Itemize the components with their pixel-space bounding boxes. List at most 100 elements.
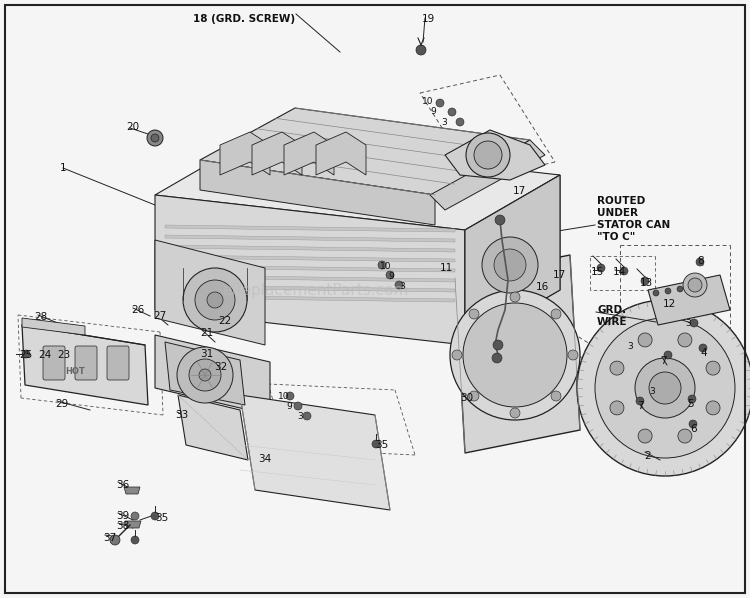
Polygon shape <box>165 245 455 252</box>
Text: 3: 3 <box>399 282 405 291</box>
Polygon shape <box>165 265 455 272</box>
Circle shape <box>436 99 444 107</box>
Text: 10: 10 <box>278 392 290 401</box>
Text: 38: 38 <box>116 521 129 531</box>
Circle shape <box>151 512 159 520</box>
Polygon shape <box>465 175 560 345</box>
Circle shape <box>597 264 605 272</box>
Polygon shape <box>155 140 560 230</box>
Circle shape <box>416 45 426 55</box>
Polygon shape <box>165 295 455 302</box>
Text: 22: 22 <box>218 316 231 326</box>
Circle shape <box>610 401 624 415</box>
Circle shape <box>177 347 233 403</box>
Circle shape <box>577 300 750 476</box>
Text: 9: 9 <box>430 107 436 116</box>
Circle shape <box>699 344 707 352</box>
Polygon shape <box>22 318 85 335</box>
Circle shape <box>469 309 479 319</box>
Text: 3: 3 <box>649 387 655 396</box>
Polygon shape <box>316 132 366 175</box>
Text: 31: 31 <box>200 349 213 359</box>
Circle shape <box>131 512 139 520</box>
Circle shape <box>664 351 672 359</box>
Text: 32: 32 <box>214 362 227 372</box>
Circle shape <box>294 402 302 410</box>
Text: 19: 19 <box>422 14 435 24</box>
Text: 8: 8 <box>697 256 703 266</box>
Circle shape <box>665 288 671 294</box>
Circle shape <box>638 333 652 347</box>
Circle shape <box>378 261 386 269</box>
Circle shape <box>466 133 510 177</box>
Text: 20: 20 <box>126 122 140 132</box>
Circle shape <box>450 290 580 420</box>
Circle shape <box>395 281 403 289</box>
Text: WIRE: WIRE <box>597 317 628 327</box>
Text: 25: 25 <box>19 350 32 360</box>
Circle shape <box>595 318 735 458</box>
Text: "TO C": "TO C" <box>597 232 635 242</box>
Circle shape <box>678 429 692 443</box>
Text: UNDER: UNDER <box>597 208 638 218</box>
Text: 30: 30 <box>460 393 473 403</box>
Text: 24: 24 <box>38 350 51 360</box>
Text: 7: 7 <box>637 401 644 411</box>
Polygon shape <box>165 235 455 242</box>
Polygon shape <box>125 521 141 528</box>
FancyBboxPatch shape <box>107 346 129 380</box>
Text: 10: 10 <box>380 262 392 271</box>
Text: 3: 3 <box>441 118 447 127</box>
Polygon shape <box>200 160 435 225</box>
Circle shape <box>469 391 479 401</box>
Circle shape <box>110 535 120 545</box>
Circle shape <box>452 350 462 360</box>
Text: 13: 13 <box>640 278 653 288</box>
Text: 14: 14 <box>613 267 626 277</box>
Circle shape <box>688 278 702 292</box>
Circle shape <box>653 290 659 296</box>
Text: 17: 17 <box>553 270 566 280</box>
Text: 15: 15 <box>591 267 604 277</box>
Polygon shape <box>165 255 455 262</box>
Circle shape <box>696 258 704 266</box>
Circle shape <box>690 319 698 327</box>
Text: 9: 9 <box>286 402 292 411</box>
Polygon shape <box>165 342 245 405</box>
Text: STATOR CAN: STATOR CAN <box>597 220 670 230</box>
Text: HOT: HOT <box>65 368 85 377</box>
Polygon shape <box>155 335 270 415</box>
Circle shape <box>677 286 683 292</box>
Polygon shape <box>252 132 302 175</box>
Circle shape <box>551 309 561 319</box>
Circle shape <box>386 271 394 279</box>
Text: 23: 23 <box>57 350 70 360</box>
Circle shape <box>683 273 707 297</box>
Circle shape <box>510 292 520 302</box>
Circle shape <box>610 361 624 375</box>
Circle shape <box>207 292 223 308</box>
Text: GRD.: GRD. <box>597 305 626 315</box>
Polygon shape <box>165 225 455 232</box>
Polygon shape <box>465 175 560 345</box>
Circle shape <box>706 401 720 415</box>
Polygon shape <box>220 132 270 175</box>
Circle shape <box>474 141 502 169</box>
Text: 36: 36 <box>116 480 129 490</box>
Text: 10: 10 <box>422 97 433 106</box>
Polygon shape <box>455 255 580 453</box>
Circle shape <box>636 397 644 405</box>
Circle shape <box>492 353 502 363</box>
Text: 18 (GRD. SCREW): 18 (GRD. SCREW) <box>193 14 295 24</box>
Polygon shape <box>165 285 455 292</box>
Text: 9: 9 <box>388 272 394 281</box>
Text: 29: 29 <box>55 399 68 409</box>
Text: 16: 16 <box>536 282 549 292</box>
Text: 26: 26 <box>131 305 144 315</box>
Text: 37: 37 <box>103 533 116 543</box>
Polygon shape <box>445 130 545 180</box>
Polygon shape <box>155 240 265 345</box>
Circle shape <box>456 118 464 126</box>
Text: 4: 4 <box>700 348 706 358</box>
Polygon shape <box>178 395 248 460</box>
